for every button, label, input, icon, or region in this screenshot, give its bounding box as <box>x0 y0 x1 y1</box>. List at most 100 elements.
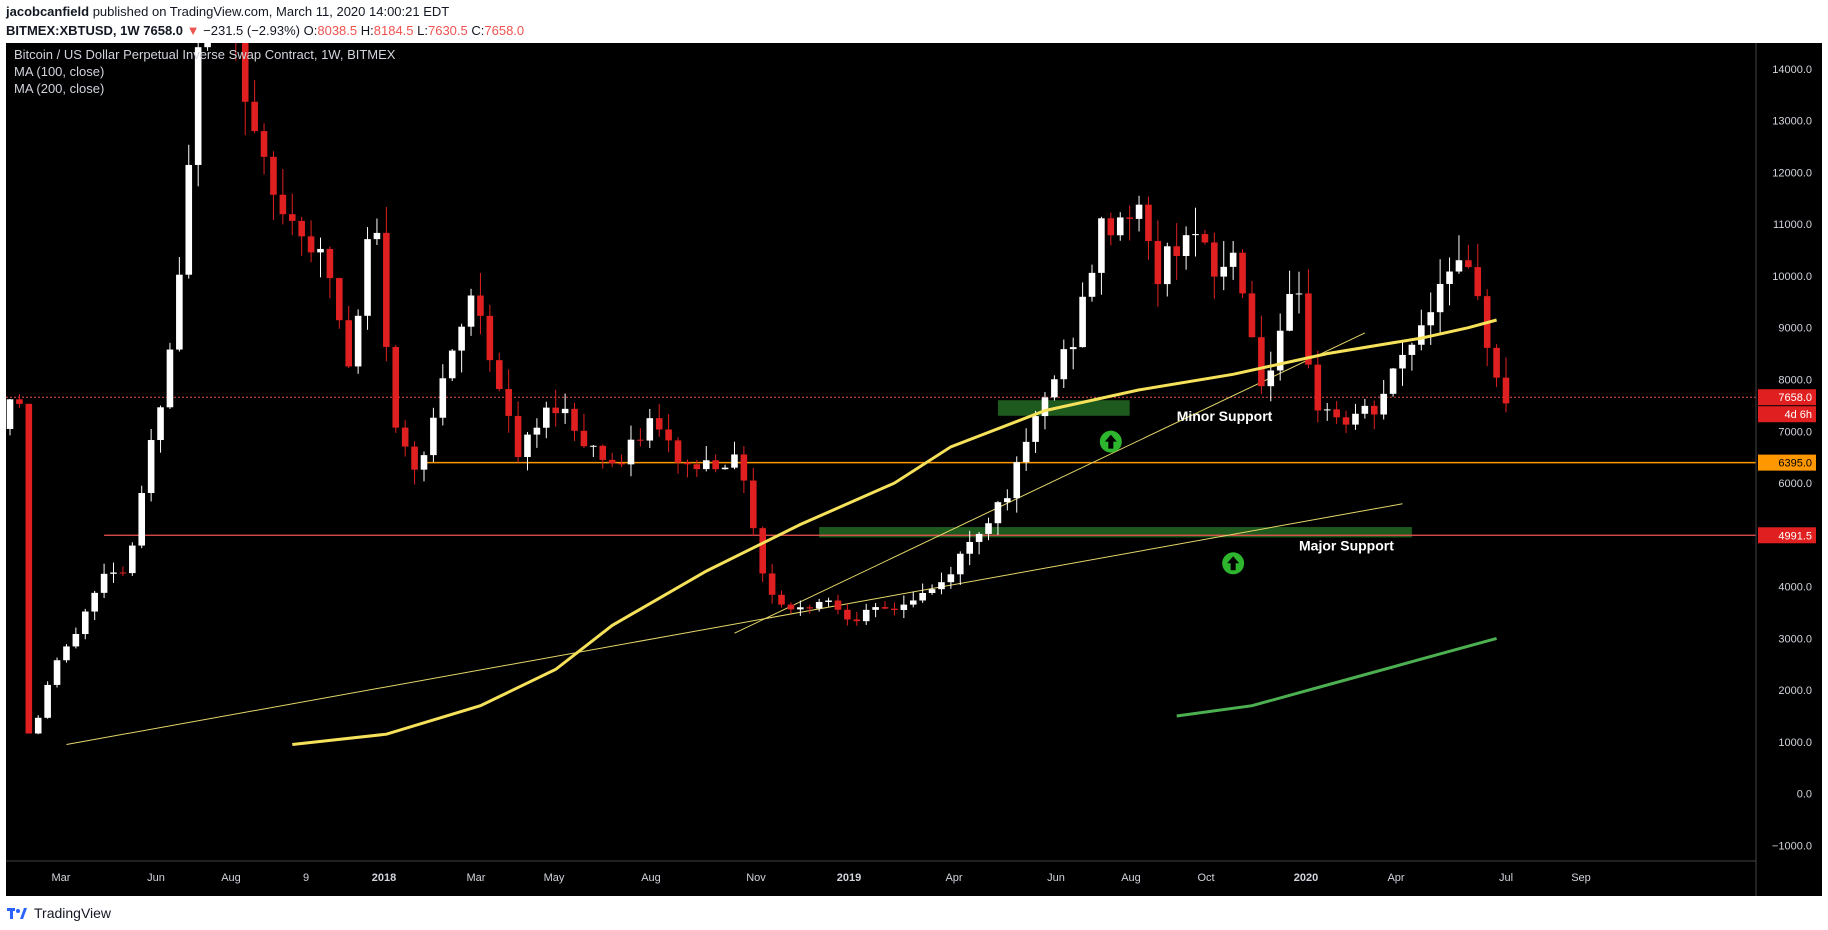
candle-body <box>891 608 898 611</box>
candle-body <box>411 446 418 470</box>
candle-body <box>63 646 70 661</box>
candle-body <box>740 454 748 481</box>
candle-body <box>1502 377 1510 404</box>
candle-body <box>580 430 588 447</box>
candle-body <box>919 593 926 601</box>
change-value: −231.5 (−2.93%) <box>203 23 300 38</box>
x-tick-label: Sep <box>1571 872 1591 884</box>
candle-body <box>25 403 33 734</box>
candle-body <box>1342 417 1350 425</box>
candle-body <box>1418 325 1425 345</box>
candle-body <box>298 220 305 237</box>
y-tick-label: 11000.0 <box>1773 219 1812 231</box>
candle-body <box>665 429 672 441</box>
candle-body <box>975 533 983 542</box>
chart-header: jacobcanfield published on TradingView.c… <box>6 2 1822 40</box>
y-tick-label: 4000.0 <box>1778 582 1812 594</box>
candle-body <box>561 408 569 414</box>
candle-body <box>1427 312 1435 326</box>
tradingview-logo-icon[interactable] <box>6 905 28 921</box>
candle-body <box>166 349 174 408</box>
candle-body <box>110 572 117 574</box>
y-tick-label: 7000.0 <box>1778 426 1812 438</box>
candle-body <box>157 407 164 441</box>
candle-body <box>571 408 578 431</box>
candle-body <box>590 445 597 447</box>
candle-body <box>1323 409 1331 411</box>
y-tick-label: 14000.0 <box>1772 64 1812 76</box>
candle-body <box>1032 416 1039 442</box>
red-level-badge-bg <box>1758 527 1816 544</box>
candle-body <box>354 315 362 367</box>
candle-body <box>1305 293 1312 365</box>
candle-body <box>53 660 61 685</box>
y-tick-label: 2000.0 <box>1778 685 1812 697</box>
y-tick-label: −1000.0 <box>1772 840 1812 852</box>
candle-body <box>1399 354 1406 369</box>
candle-body <box>100 573 108 593</box>
chart-area[interactable]: Minor Support Major Support 14000.0 13000.… <box>6 0 1822 896</box>
y-tick-label: 8000.0 <box>1778 375 1812 387</box>
candle-body <box>326 248 334 279</box>
candle-body <box>1013 462 1021 499</box>
candle-body <box>543 407 550 428</box>
candle-body <box>1258 337 1265 387</box>
y-tick-label: 13000.0 <box>1772 116 1812 128</box>
minor-support-up-arrow-icon <box>1099 430 1122 453</box>
candle-body <box>618 463 625 465</box>
candle-body <box>834 600 842 610</box>
author-name[interactable]: jacobcanfield <box>6 4 90 19</box>
y-tick-label: 12000.0 <box>1772 167 1812 179</box>
x-tick-label: May <box>544 872 565 884</box>
candle-body <box>91 592 98 612</box>
chart-svg[interactable]: Minor Support Major Support 14000.0 13000.… <box>6 0 1822 896</box>
y-tick-label: 10000.0 <box>1772 271 1812 283</box>
candle-body <box>1192 234 1199 236</box>
candle-body <box>853 619 861 622</box>
long-trendline <box>66 503 1403 746</box>
x-tick-label: Nov <box>746 872 766 884</box>
candle-body <box>759 528 766 574</box>
candle-body <box>6 399 14 429</box>
legend-title: Bitcoin / US Dollar Perpetual Inverse Sw… <box>14 47 396 62</box>
candle-body <box>317 248 324 253</box>
candle-body <box>1182 235 1190 256</box>
close-label: C: <box>471 23 485 38</box>
candle-body <box>185 164 193 275</box>
candle-body <box>1154 241 1162 285</box>
legend-ma200: MA (200, close) <box>14 81 104 96</box>
last-price-badge: 7658.0 <box>1778 392 1812 404</box>
candle-body <box>1107 218 1115 236</box>
candle-body <box>1276 330 1284 371</box>
candle-body <box>1380 393 1387 415</box>
countdown-badge-bg <box>1758 406 1816 423</box>
candle-body <box>279 194 287 215</box>
candle-body <box>985 523 992 534</box>
candle-body <box>909 600 917 605</box>
candle-body <box>1493 347 1500 378</box>
candle-body <box>401 427 409 447</box>
x-tick-label: 2020 <box>1294 872 1318 884</box>
candle-body <box>1267 370 1275 387</box>
candle-body <box>420 455 428 470</box>
footer-brand[interactable]: TradingView <box>34 905 112 921</box>
candle-body <box>1051 379 1058 398</box>
ma200-line <box>1176 636 1497 718</box>
candle-body <box>260 131 268 157</box>
candle-body <box>364 239 371 316</box>
candle-body <box>1116 217 1124 236</box>
candle-body <box>81 611 89 635</box>
footer: TradingView <box>6 900 111 926</box>
y-tick-label: 3000.0 <box>1778 633 1812 645</box>
candle-body <box>928 589 936 594</box>
x-tick-label: Apr <box>1387 872 1404 884</box>
minor-support-label: Minor Support <box>1177 408 1273 424</box>
candle-body <box>806 607 814 609</box>
x-tick-label: Jul <box>1499 872 1513 884</box>
candle-body <box>599 445 607 460</box>
candle-body <box>956 553 964 575</box>
candle-body <box>486 315 494 361</box>
candle-body <box>900 604 908 611</box>
candle-body <box>1088 272 1096 297</box>
candle-body <box>505 389 512 416</box>
